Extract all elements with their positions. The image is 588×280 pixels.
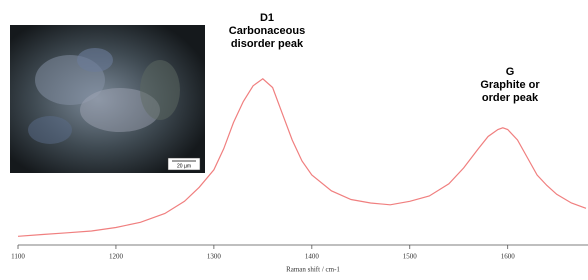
x-tick-label: 1300 <box>207 253 222 261</box>
peak-annotation: D1 <box>260 12 274 24</box>
x-axis-label: Raman shift / cm-1 <box>286 266 340 274</box>
peak-annotation: Graphite or <box>480 79 540 91</box>
scale-label: 20 µm <box>177 163 191 169</box>
peak-annotation: disorder peak <box>231 38 304 50</box>
chart: 20 µm Raman shift / cm-1 1100 1200 1300 140… <box>0 0 588 280</box>
peak-annotation: G <box>506 66 515 78</box>
x-tick-label: 1200 <box>109 253 124 261</box>
inset-image: 20 µm <box>10 25 205 173</box>
peak-annotation: Carbonaceous <box>229 25 305 37</box>
x-tick-label: 1500 <box>403 253 418 261</box>
x-tick-label: 1100 <box>11 253 25 261</box>
peak-annotation: order peak <box>482 92 539 104</box>
x-tick-label: 1400 <box>305 253 320 261</box>
x-tick-label: 1600 <box>501 253 516 261</box>
